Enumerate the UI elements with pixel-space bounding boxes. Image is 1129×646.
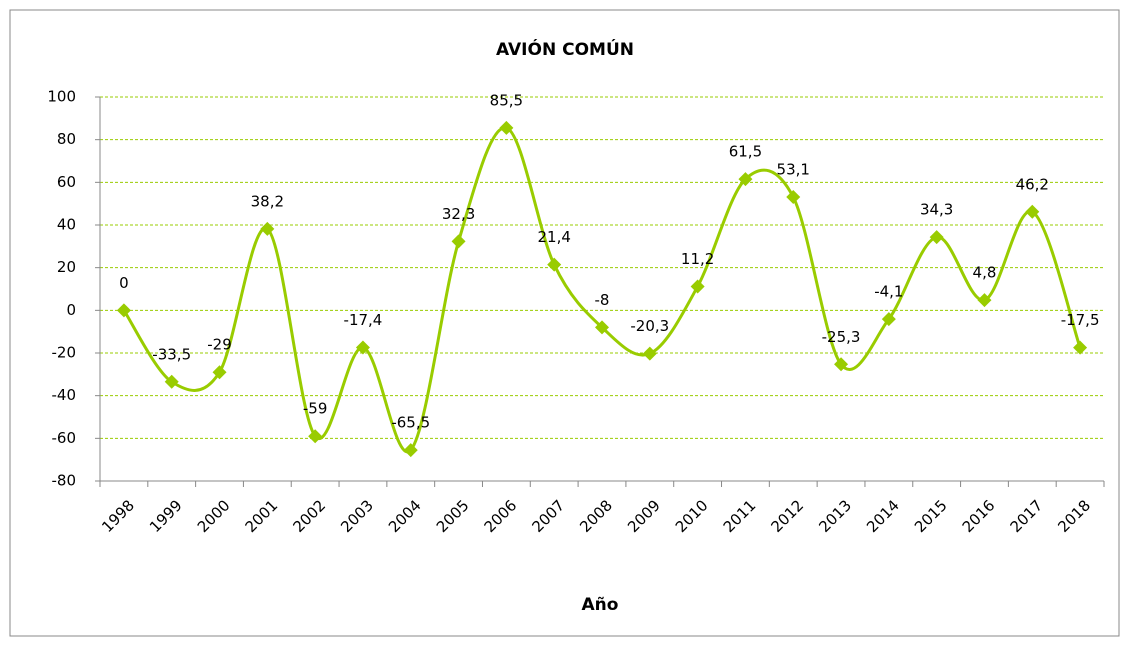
marker [451,234,466,249]
marker [116,303,131,318]
data-label: 38,2 [251,192,284,210]
y-tick-label: -40 [52,386,77,404]
marker [499,120,514,135]
data-label: 34,3 [920,201,953,219]
line [122,126,1082,454]
marker [977,293,992,308]
marker [1073,340,1088,355]
data-label: 0 [119,274,129,292]
data-label: -25,3 [822,328,861,346]
marker [355,340,370,355]
y-tick-label: 100 [47,88,76,106]
x-axis-label: Año [582,595,619,615]
data-label: -17,4 [344,311,383,329]
y-tick-label: -60 [52,429,77,447]
y-tick-label: 40 [57,216,76,234]
marker [260,221,275,236]
marker [738,172,753,187]
marker [212,365,227,380]
y-tick-label: -80 [52,472,77,490]
data-label: -33,5 [152,345,191,363]
data-label: 85,5 [490,91,523,109]
data-label: 4,8 [973,264,997,282]
y-tick-label: -20 [52,344,77,362]
data-label: -17,5 [1061,311,1100,329]
marker [308,429,323,444]
data-label: 61,5 [729,143,762,161]
marker [1025,204,1040,219]
data-label: -8 [595,291,610,309]
data-label: 46,2 [1016,175,1049,193]
marker [164,374,179,389]
data-label: 11,2 [681,250,714,268]
y-tick-label: 60 [57,173,76,191]
data-label: -59 [303,400,328,418]
y-tick-label: 0 [66,301,76,319]
marker [595,320,609,335]
marker [929,230,944,245]
data-label: -20,3 [630,317,669,335]
data-label: -29 [207,336,232,354]
marker [881,312,896,327]
y-tick-label: 20 [57,258,76,276]
marker [403,443,418,458]
marker [786,190,801,205]
data-label: 21,4 [537,228,570,246]
marker [834,357,849,372]
data-label: 32,3 [442,205,475,223]
chart-frame [9,9,1120,637]
data-label: 53,1 [777,161,810,179]
marker [690,279,705,294]
data-label: -65,5 [391,414,430,432]
y-tick-label: 80 [57,130,76,148]
chart-title: AVIÓN COMÚN [496,38,634,60]
marker [547,257,562,272]
data-label: -4,1 [874,283,903,301]
marker [642,346,657,361]
